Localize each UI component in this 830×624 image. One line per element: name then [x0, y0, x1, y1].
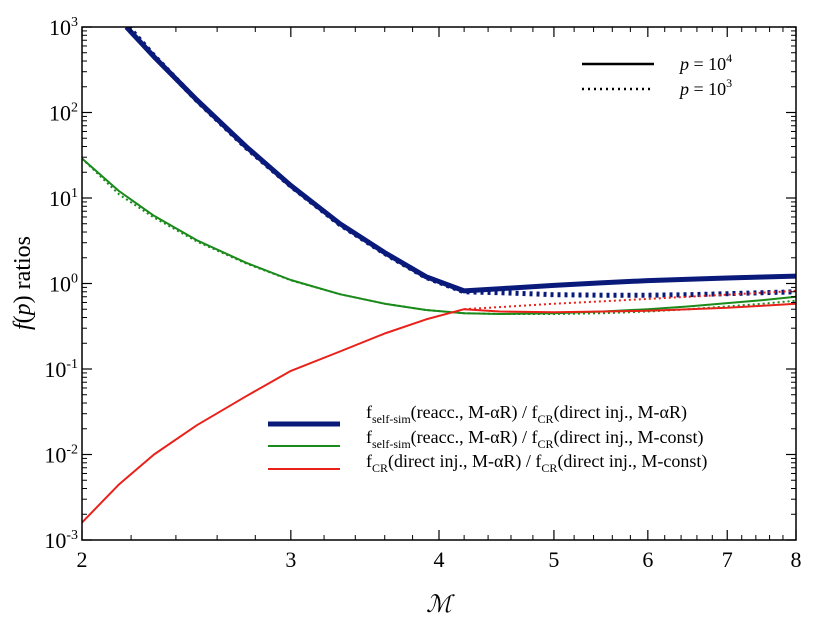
label-layer: 2 3 4 5 6 7 8 10-3 10-2 10-1 100 101 102 103 — [44, 15, 801, 572]
x-tick-label: 2 — [77, 547, 88, 572]
y-tick-label: 10-2 — [44, 443, 78, 468]
y-axis-title: f(p) ratios — [10, 236, 36, 330]
legend-label-red: fCR(direct inj., M-αR) / fCR(direct inj.… — [366, 451, 707, 475]
line-style-legend: p = 104 p = 103 — [582, 51, 732, 99]
x-axis-title: ℳ — [426, 592, 455, 618]
x-tick-label: 7 — [722, 547, 733, 572]
x-tick-label: 4 — [434, 547, 445, 572]
y-tick-label: 10-3 — [44, 528, 78, 553]
series-legend: fself-sim(reacc., M-αR) / fCR(direct inj… — [268, 402, 707, 475]
x-tick-label: 5 — [548, 547, 559, 572]
x-tick-label: 8 — [791, 547, 802, 572]
legend-label-blue: fself-sim(reacc., M-αR) / fCR(direct inj… — [366, 402, 687, 426]
legend-label-green: fself-sim(reacc., M-αR) / fCR(direct inj… — [366, 427, 704, 451]
series-layer — [82, 27, 796, 524]
y-tick-label: 103 — [49, 15, 78, 40]
tick-layer — [81, 26, 797, 541]
x-tick-label: 3 — [285, 547, 296, 572]
legend-solid-label: p = 104 — [678, 51, 732, 74]
x-tick-label: 6 — [642, 547, 653, 572]
y-tick-label: 100 — [49, 272, 78, 297]
series-line-4 — [82, 302, 796, 524]
y-tick-label: 102 — [49, 101, 78, 126]
legend-dotted-label: p = 103 — [678, 76, 732, 99]
series-line-2 — [82, 157, 796, 315]
series-line-0 — [124, 27, 796, 294]
y-tick-label: 101 — [49, 186, 78, 211]
y-tick-label: 10-1 — [44, 357, 78, 382]
